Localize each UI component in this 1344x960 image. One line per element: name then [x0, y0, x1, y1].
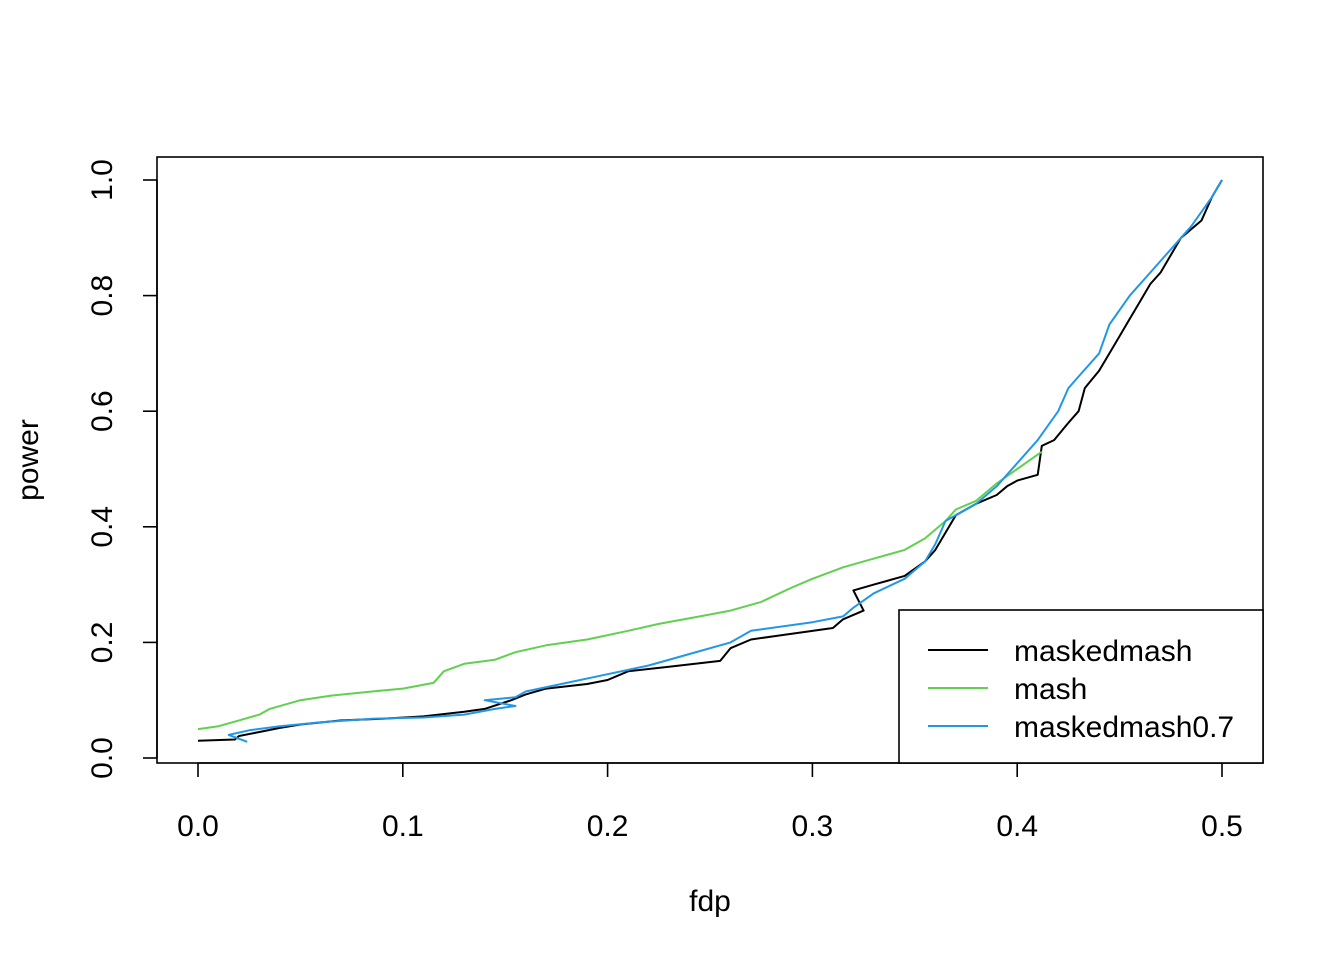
series-layer: [197, 179, 1223, 743]
series-line-maskedmash: [197, 179, 1223, 742]
legend-label: maskedmash: [1014, 635, 1192, 668]
legend: maskedmash mash maskedmash0.7: [898, 609, 1264, 764]
y-tick-label: 0.0: [86, 737, 119, 779]
legend-label: maskedmash0.7: [1014, 711, 1234, 744]
x-tick-label: 0.5: [1201, 810, 1243, 843]
y-tick-label: 1.0: [86, 159, 119, 201]
y-tick-label: 0.2: [86, 622, 119, 664]
x-axis-title: fdp: [689, 885, 731, 918]
series-line-mash: [197, 450, 1043, 731]
legend-box: [898, 609, 1264, 764]
y-tick-label: 0.4: [86, 506, 119, 548]
x-tick-label: 0.1: [382, 810, 424, 843]
x-tick-label: 0.4: [996, 810, 1038, 843]
x-tick-label: 0.0: [177, 810, 219, 843]
legend-label: mash: [1014, 673, 1087, 706]
axes-layer: 0.0 0.1 0.2 0.3 0.4 0.5 0.0 0.2 0.4 0.6 0.8 1.0: [86, 159, 1243, 843]
series-line-maskedmash0-7: [227, 179, 1223, 743]
y-tick-label: 0.6: [86, 390, 119, 432]
x-tick-label: 0.3: [792, 810, 834, 843]
x-tick-label: 0.2: [587, 810, 629, 843]
y-tick-label: 0.8: [86, 275, 119, 317]
y-axis-title: power: [12, 419, 45, 501]
